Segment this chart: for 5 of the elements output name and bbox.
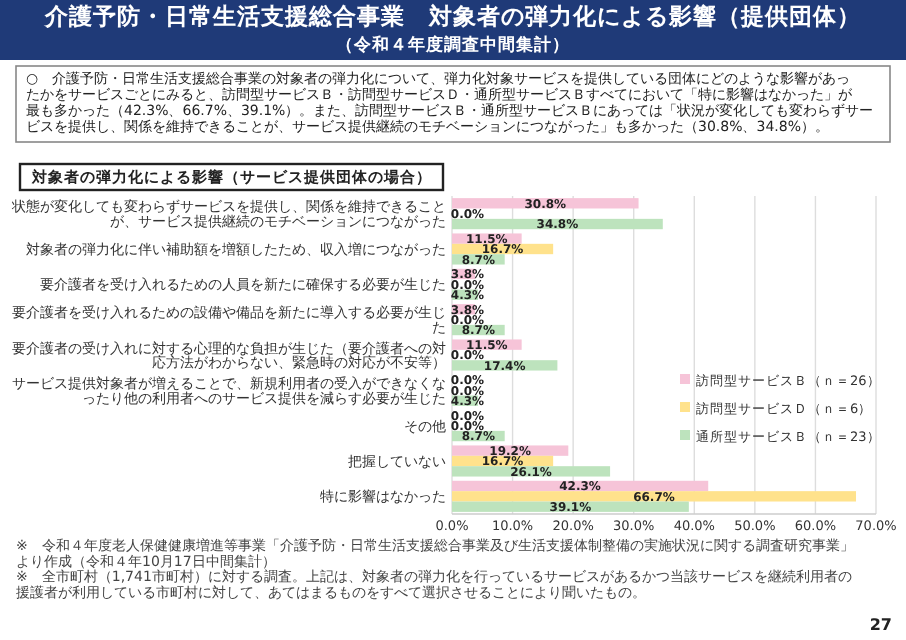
bar — [452, 491, 857, 502]
bar — [452, 466, 611, 477]
chart-title: 介護予防・日常生活支援総合事業 対象者の弾力化による影響（提供団体） — [43, 2, 861, 30]
chart-subtitle: （令和４年度調査中間集計） — [336, 34, 570, 56]
text: 27 — [869, 616, 892, 634]
